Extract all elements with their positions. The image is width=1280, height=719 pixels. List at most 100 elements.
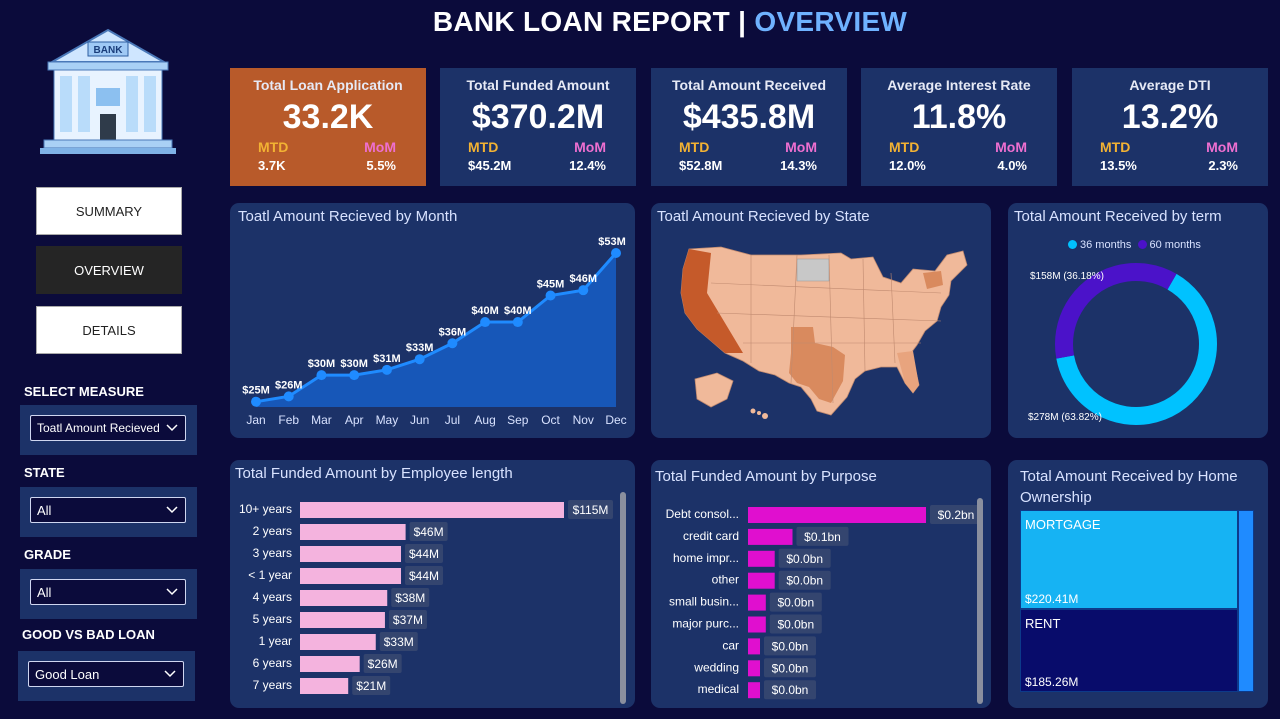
bar-7	[748, 660, 760, 677]
treemap-rent[interactable]: RENT $185.26M	[1020, 609, 1238, 692]
bar-data-label: $37M	[393, 613, 423, 627]
month-tick-label: Aug	[474, 413, 495, 427]
bar-data-label: $44M	[409, 569, 439, 583]
bar-data-label: $115M	[573, 503, 609, 517]
bar-label-bg	[778, 548, 831, 568]
month-data-label: $53M	[598, 236, 626, 248]
month-data-label: $40M	[471, 305, 499, 317]
kpi-average-dti: Average DTI 13.2% MTD MoM 13.5% 2.3%	[1072, 68, 1268, 186]
state-select[interactable]: All	[30, 497, 186, 523]
treemap-other[interactable]	[1238, 510, 1254, 692]
bar-category-label: credit card	[683, 529, 739, 543]
bar-data-label: $0.0bn	[786, 552, 823, 566]
map-state-alaska	[694, 372, 734, 408]
measure-select[interactable]: Toatl Amount Recieved	[30, 415, 186, 441]
scrollbar[interactable]	[977, 498, 983, 704]
kpi-value: $435.8M	[682, 98, 816, 136]
bar-label-bg	[930, 505, 982, 524]
kpi-average-interest-rate: Average Interest Rate 11.8% MTD MoM 12.0%…	[861, 68, 1057, 186]
treemap-mortgage[interactable]: MORTGAGE $220.41M	[1020, 510, 1238, 609]
month-data-label: $26M	[275, 379, 303, 391]
page-title: BANK LOAN REPORT | OVERVIEW	[432, 6, 908, 37]
term-legend: 36 months 60 months	[1068, 239, 1201, 251]
month-data-label: $46M	[570, 273, 598, 285]
nav-summary-button[interactable]: SUMMARY	[36, 187, 182, 235]
chevron-down-icon	[164, 670, 176, 678]
month-data-label: $45M	[537, 278, 565, 290]
bar-category-label: medical	[698, 682, 739, 696]
month-tick-label: May	[376, 413, 399, 427]
card-amount-by-term: Total Amount Received by term 36 months …	[1008, 203, 1268, 438]
bar-2	[748, 550, 775, 567]
bar-1	[300, 524, 406, 540]
bar-4	[748, 594, 766, 611]
bar-category-label: small busin...	[669, 595, 739, 609]
month-data-label: $30M	[340, 358, 368, 370]
loan-select[interactable]: Good Loan	[28, 661, 184, 687]
bar-category-label: 10+ years	[239, 502, 292, 516]
card-amount-by-state: Toatl Amount Recieved by State	[651, 203, 991, 438]
month-tick-label: Dec	[605, 413, 626, 427]
bar-label-bg	[391, 588, 430, 607]
month-tick-label: Mar	[311, 413, 332, 427]
bar-5	[300, 612, 385, 628]
state-filter: All	[20, 487, 197, 537]
month-point-apr	[349, 370, 360, 381]
map-state-new-york	[923, 271, 943, 289]
purpose-bar-chart: Debt consol... $0.2bn credit card $0.1bn hom…	[666, 505, 982, 700]
map-state-california	[681, 249, 743, 353]
bar-data-label: $0.0bn	[786, 574, 823, 588]
bar-category-label: 1 year	[259, 634, 292, 648]
bar-label-bg	[388, 610, 427, 629]
legend-dot	[1137, 240, 1147, 249]
us-state-map[interactable]	[651, 203, 991, 438]
month-data-label: $25M	[242, 385, 270, 397]
bar-label-bg	[379, 632, 418, 651]
bar-7	[300, 656, 360, 672]
bar-data-label: $46M	[414, 525, 444, 539]
bar-category-label: car	[722, 638, 739, 652]
chevron-down-icon	[166, 424, 178, 432]
card-funded-by-purpose: Total Funded Amount by Purpose Debt cons…	[651, 460, 991, 708]
bar-8	[300, 678, 349, 694]
month-data-label: $30M	[308, 358, 336, 370]
chevron-down-icon	[166, 588, 178, 596]
bar-data-label: $0.0bn	[777, 596, 814, 610]
bar-3	[748, 572, 775, 589]
month-data-label: $40M	[504, 305, 532, 317]
map-state-texas	[789, 327, 845, 403]
bar-2	[300, 546, 402, 562]
grade-select[interactable]: All	[30, 579, 186, 605]
month-point-jan	[251, 396, 261, 407]
month-point-sep	[512, 317, 523, 328]
month-data-label: $33M	[406, 342, 434, 354]
month-tick-label: Apr	[345, 413, 364, 427]
month-point-mar	[316, 370, 327, 381]
nav-overview-button[interactable]: OVERVIEW	[36, 246, 182, 294]
bar-category-label: 4 years	[253, 590, 292, 604]
card-amount-by-home-ownership: Total Amount Received by Home Ownership …	[1008, 460, 1268, 708]
bar-category-label: 6 years	[253, 656, 292, 670]
bar-5	[748, 616, 766, 633]
month-tick-label: Jan	[246, 413, 265, 427]
bar-0	[300, 502, 564, 518]
month-point-jul	[447, 338, 458, 349]
scrollbar[interactable]	[620, 492, 626, 704]
nav-details-button[interactable]: DETAILS	[36, 306, 182, 354]
bar-data-label: $33M	[384, 635, 414, 649]
loan-filter-label: GOOD VS BAD LOAN	[22, 627, 155, 642]
bar-category-label: 2 years	[253, 524, 292, 538]
kpi-value: 11.8%	[911, 98, 1007, 136]
month-data-label: $31M	[373, 353, 401, 365]
kpi-value: $370.2M	[471, 98, 605, 136]
month-point-nov	[578, 285, 589, 296]
bar-0	[748, 507, 926, 523]
employee-length-bar-chart: 10+ years $115M 2 years $46M 3 years $44M < 1 …	[239, 500, 613, 695]
term-data-label: $278M (63.82%)	[1028, 412, 1102, 423]
bar-6	[748, 638, 760, 655]
month-point-jun	[414, 354, 425, 365]
bar-data-label: $0.1bn	[804, 530, 841, 544]
month-tick-label: Sep	[507, 413, 529, 427]
bar-category-label: 3 years	[253, 546, 292, 560]
kpi-total-funded-amount: Total Funded Amount $370.2M MTD MoM $45.2…	[440, 68, 636, 186]
